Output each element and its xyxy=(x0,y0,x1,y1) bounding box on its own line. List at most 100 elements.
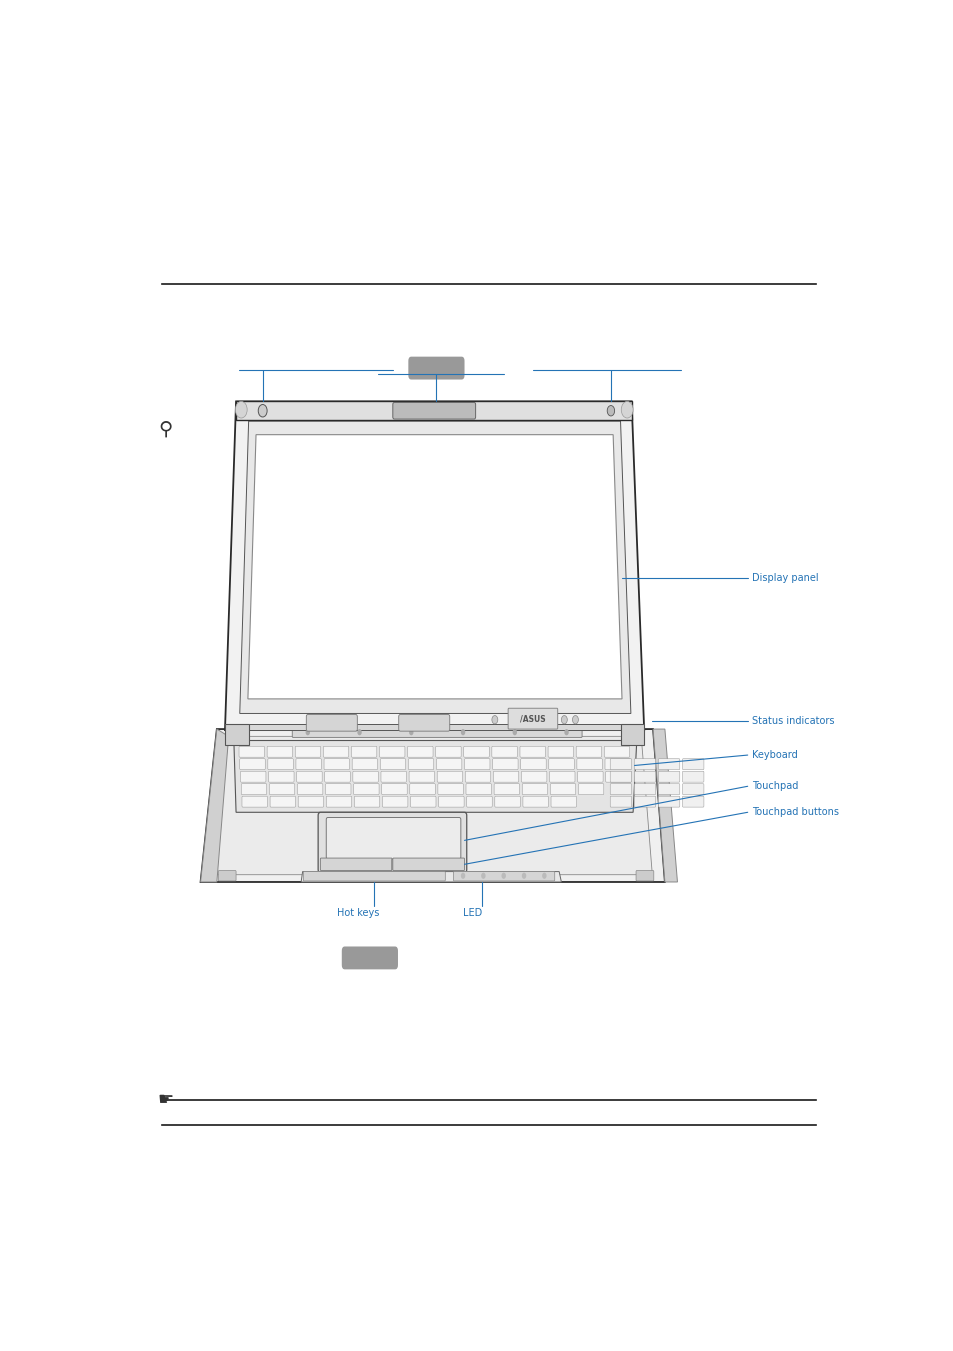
Polygon shape xyxy=(225,724,643,730)
FancyBboxPatch shape xyxy=(326,796,352,807)
FancyBboxPatch shape xyxy=(352,759,377,770)
Circle shape xyxy=(305,730,310,735)
Circle shape xyxy=(409,730,413,735)
FancyBboxPatch shape xyxy=(508,708,558,730)
Text: LED: LED xyxy=(462,908,482,919)
Text: Touchpad: Touchpad xyxy=(751,781,798,792)
Text: /ASUS: /ASUS xyxy=(520,715,545,723)
FancyBboxPatch shape xyxy=(634,759,655,770)
FancyBboxPatch shape xyxy=(267,746,293,757)
FancyBboxPatch shape xyxy=(658,784,679,794)
FancyBboxPatch shape xyxy=(465,771,490,782)
FancyBboxPatch shape xyxy=(605,771,631,782)
Circle shape xyxy=(607,405,614,416)
FancyBboxPatch shape xyxy=(242,796,267,807)
FancyBboxPatch shape xyxy=(681,796,703,807)
FancyBboxPatch shape xyxy=(681,771,703,782)
Polygon shape xyxy=(200,730,229,882)
FancyBboxPatch shape xyxy=(436,771,462,782)
Circle shape xyxy=(460,730,465,735)
FancyBboxPatch shape xyxy=(354,796,379,807)
FancyBboxPatch shape xyxy=(294,746,320,757)
FancyBboxPatch shape xyxy=(380,759,405,770)
FancyBboxPatch shape xyxy=(320,858,392,870)
FancyBboxPatch shape xyxy=(298,796,323,807)
FancyBboxPatch shape xyxy=(492,759,517,770)
Circle shape xyxy=(460,873,465,880)
Circle shape xyxy=(521,873,526,880)
FancyBboxPatch shape xyxy=(466,796,492,807)
FancyBboxPatch shape xyxy=(379,746,404,757)
FancyBboxPatch shape xyxy=(603,746,629,757)
FancyBboxPatch shape xyxy=(519,746,545,757)
FancyBboxPatch shape xyxy=(549,771,575,782)
FancyBboxPatch shape xyxy=(240,771,266,782)
FancyBboxPatch shape xyxy=(295,759,321,770)
FancyBboxPatch shape xyxy=(218,870,235,881)
FancyBboxPatch shape xyxy=(398,715,449,731)
FancyBboxPatch shape xyxy=(317,812,466,873)
FancyBboxPatch shape xyxy=(577,771,602,782)
FancyBboxPatch shape xyxy=(380,771,406,782)
FancyBboxPatch shape xyxy=(326,817,460,859)
FancyBboxPatch shape xyxy=(239,746,264,757)
FancyBboxPatch shape xyxy=(658,796,679,807)
Polygon shape xyxy=(239,422,630,713)
FancyBboxPatch shape xyxy=(576,746,601,757)
FancyBboxPatch shape xyxy=(324,771,350,782)
FancyBboxPatch shape xyxy=(408,759,434,770)
FancyBboxPatch shape xyxy=(323,746,349,757)
FancyBboxPatch shape xyxy=(393,403,476,419)
FancyBboxPatch shape xyxy=(634,771,655,782)
Text: Display panel: Display panel xyxy=(751,573,818,584)
Polygon shape xyxy=(225,401,643,730)
FancyBboxPatch shape xyxy=(577,759,601,770)
Text: ☛: ☛ xyxy=(157,1092,173,1109)
FancyBboxPatch shape xyxy=(410,796,436,807)
Circle shape xyxy=(620,401,633,417)
FancyBboxPatch shape xyxy=(292,727,581,738)
FancyBboxPatch shape xyxy=(681,784,703,794)
FancyBboxPatch shape xyxy=(270,796,295,807)
FancyBboxPatch shape xyxy=(547,746,573,757)
FancyBboxPatch shape xyxy=(681,759,703,770)
Polygon shape xyxy=(213,736,652,874)
FancyBboxPatch shape xyxy=(351,746,376,757)
FancyBboxPatch shape xyxy=(353,771,378,782)
FancyBboxPatch shape xyxy=(409,771,434,782)
Polygon shape xyxy=(619,724,643,744)
FancyBboxPatch shape xyxy=(382,796,408,807)
Polygon shape xyxy=(200,730,664,882)
FancyBboxPatch shape xyxy=(522,796,548,807)
FancyBboxPatch shape xyxy=(464,759,490,770)
Circle shape xyxy=(512,730,517,735)
Text: Status indicators: Status indicators xyxy=(751,716,834,725)
Circle shape xyxy=(541,873,546,880)
Circle shape xyxy=(235,401,247,417)
FancyBboxPatch shape xyxy=(604,759,630,770)
FancyBboxPatch shape xyxy=(493,771,518,782)
FancyBboxPatch shape xyxy=(269,771,294,782)
Circle shape xyxy=(492,716,497,724)
FancyBboxPatch shape xyxy=(610,771,631,782)
Circle shape xyxy=(572,716,578,724)
Circle shape xyxy=(258,404,267,417)
FancyBboxPatch shape xyxy=(381,784,407,794)
FancyBboxPatch shape xyxy=(437,784,463,794)
Text: Hot keys: Hot keys xyxy=(337,908,379,919)
FancyBboxPatch shape xyxy=(303,871,445,881)
Text: Keyboard: Keyboard xyxy=(751,750,797,761)
FancyBboxPatch shape xyxy=(410,784,435,794)
FancyBboxPatch shape xyxy=(269,784,294,794)
Text: ⚲: ⚲ xyxy=(158,420,172,439)
Polygon shape xyxy=(233,740,637,812)
FancyBboxPatch shape xyxy=(436,746,460,757)
FancyBboxPatch shape xyxy=(550,784,575,794)
FancyBboxPatch shape xyxy=(548,759,574,770)
FancyBboxPatch shape xyxy=(636,870,653,881)
Text: Touchpad buttons: Touchpad buttons xyxy=(751,808,839,817)
FancyBboxPatch shape xyxy=(341,947,397,970)
FancyBboxPatch shape xyxy=(239,759,265,770)
FancyBboxPatch shape xyxy=(658,759,679,770)
FancyBboxPatch shape xyxy=(354,784,378,794)
